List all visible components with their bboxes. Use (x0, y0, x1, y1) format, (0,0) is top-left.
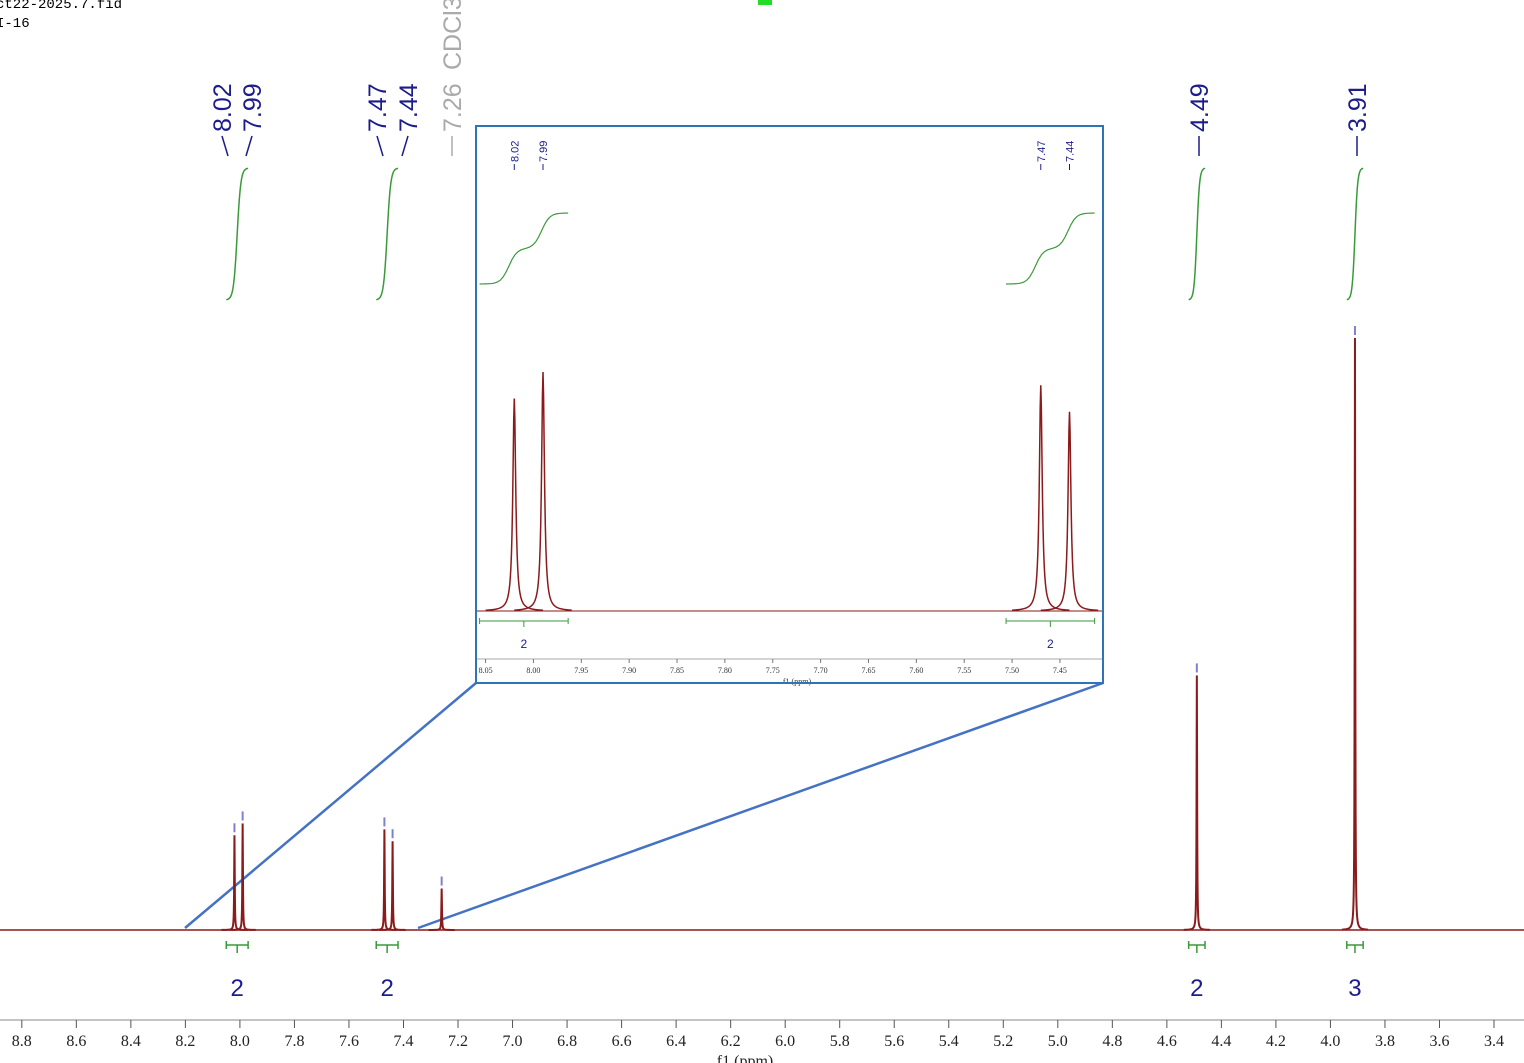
peak (379, 841, 406, 931)
inset-peak-label: 7.99 (538, 141, 550, 162)
integral-label: 3 (1348, 975, 1361, 1002)
x-tick-label: 6.2 (721, 1033, 741, 1050)
integral-curve (1188, 167, 1206, 301)
inset-x-tick-label: 7.70 (814, 666, 828, 675)
inset-x-axis-label: f1 (ppm) (783, 677, 812, 686)
peak-label: 3.91 (1344, 83, 1372, 132)
inset-integral-curve (1006, 212, 1095, 285)
x-tick-label: 4.4 (1211, 1033, 1231, 1050)
inset-peak (1040, 411, 1099, 612)
x-tick-label: 3.4 (1484, 1033, 1504, 1050)
integral-bracket (375, 941, 399, 953)
peak (1341, 337, 1369, 931)
inset-peak-label: 8.02 (509, 141, 521, 162)
marker (758, 0, 772, 5)
inset-x-tick-label: 7.45 (1053, 666, 1067, 675)
x-tick-label: 5.4 (939, 1033, 959, 1050)
integral-label: 2 (231, 975, 244, 1002)
x-tick-label: 8.2 (175, 1033, 195, 1050)
x-tick-label: 7.2 (448, 1033, 468, 1050)
inset-frame (475, 125, 1104, 684)
peak-label: 4.49 (1186, 83, 1214, 132)
x-tick-label: 4.2 (1266, 1033, 1286, 1050)
x-tick-label: 8.0 (230, 1033, 250, 1050)
inset-peak-label: 7.47 (1036, 141, 1048, 162)
inset-x-tick-label: 7.55 (957, 666, 971, 675)
x-tick-label: 6.8 (557, 1033, 577, 1050)
inset-integral-bracket (479, 618, 569, 627)
integral-bracket (1346, 941, 1364, 953)
inset-x-tick-label: 8.00 (526, 666, 540, 675)
peak (428, 888, 455, 931)
x-tick-label: 6.4 (666, 1033, 686, 1050)
integral-curve (376, 167, 399, 301)
sample-name: I-16 (0, 16, 30, 32)
x-tick-label: 8.6 (66, 1033, 86, 1050)
x-tick-label: 5.6 (884, 1033, 904, 1050)
x-tick-label: 8.8 (12, 1033, 32, 1050)
inset-peak (485, 398, 544, 611)
inset-peak-label: 7.44 (1064, 141, 1076, 162)
inset-peak (1012, 385, 1070, 611)
inset-x-tick-label: 7.80 (718, 666, 732, 675)
peak-label: 7.99 (239, 83, 267, 132)
integral-label: 2 (380, 975, 393, 1002)
peak-label-connector (401, 135, 409, 157)
x-tick-label: 6.6 (612, 1033, 632, 1050)
inset-x-tick-label: 7.60 (909, 666, 923, 675)
inset-integral-label: 2 (521, 637, 528, 651)
x-tick-label: 7.0 (503, 1033, 523, 1050)
x-tick-label: 5.8 (830, 1033, 850, 1050)
peak-label-connector (376, 135, 384, 157)
integral-label: 2 (1190, 975, 1203, 1002)
x-tick-label: 3.6 (1429, 1033, 1449, 1050)
integral-bracket (1187, 941, 1206, 953)
x-tick-label: 5.2 (993, 1033, 1013, 1050)
peak-label-connector (245, 135, 253, 157)
integral-bracket (225, 941, 249, 953)
integral-curve (226, 167, 249, 301)
x-tick-label: 4.8 (1102, 1033, 1122, 1050)
x-tick-label: 7.8 (284, 1033, 304, 1050)
inset-x-tick-label: 7.50 (1005, 666, 1019, 675)
zoom-line (417, 681, 1104, 930)
peak-label: 7.44 (395, 83, 423, 132)
x-tick-label: 5.0 (1048, 1033, 1068, 1050)
inset-x-tick-label: 8.05 (479, 666, 493, 675)
inset-peak (514, 371, 572, 611)
inset-x-tick-label: 7.85 (670, 666, 684, 675)
x-axis-label: f1 (ppm) (717, 1053, 773, 1063)
peak (1183, 675, 1210, 931)
x-tick-label: 3.8 (1375, 1033, 1395, 1050)
inset-integral-bracket (1005, 618, 1096, 627)
peak (371, 829, 398, 931)
inset-x-tick-label: 7.65 (861, 666, 875, 675)
peak-label: 7.26 (439, 83, 467, 132)
x-tick-label: 6.0 (775, 1033, 795, 1050)
peak-label-connector (221, 135, 229, 157)
integral-curve (1346, 167, 1364, 301)
file-name: ct22-2025.7.fid (0, 0, 122, 13)
peak (221, 835, 248, 931)
inset-x-tick-label: 7.90 (622, 666, 636, 675)
x-tick-label: 4.0 (1320, 1033, 1340, 1050)
inset-x-tick-label: 7.75 (766, 666, 780, 675)
x-tick-label: 7.6 (339, 1033, 359, 1050)
inset-x-tick-label: 7.95 (574, 666, 588, 675)
peak (229, 823, 256, 931)
x-tick-label: 4.6 (1157, 1033, 1177, 1050)
peak-label: 8.02 (209, 83, 237, 132)
inset-frame (475, 125, 1104, 684)
peak-label: 7.47 (364, 83, 392, 132)
x-tick-label: 8.4 (121, 1033, 141, 1050)
x-tick-label: 7.4 (393, 1033, 413, 1050)
inset-integral-label: 2 (1047, 637, 1054, 651)
solvent-label: CDCl3 (439, 0, 467, 70)
inset-integral-curve (479, 212, 569, 285)
